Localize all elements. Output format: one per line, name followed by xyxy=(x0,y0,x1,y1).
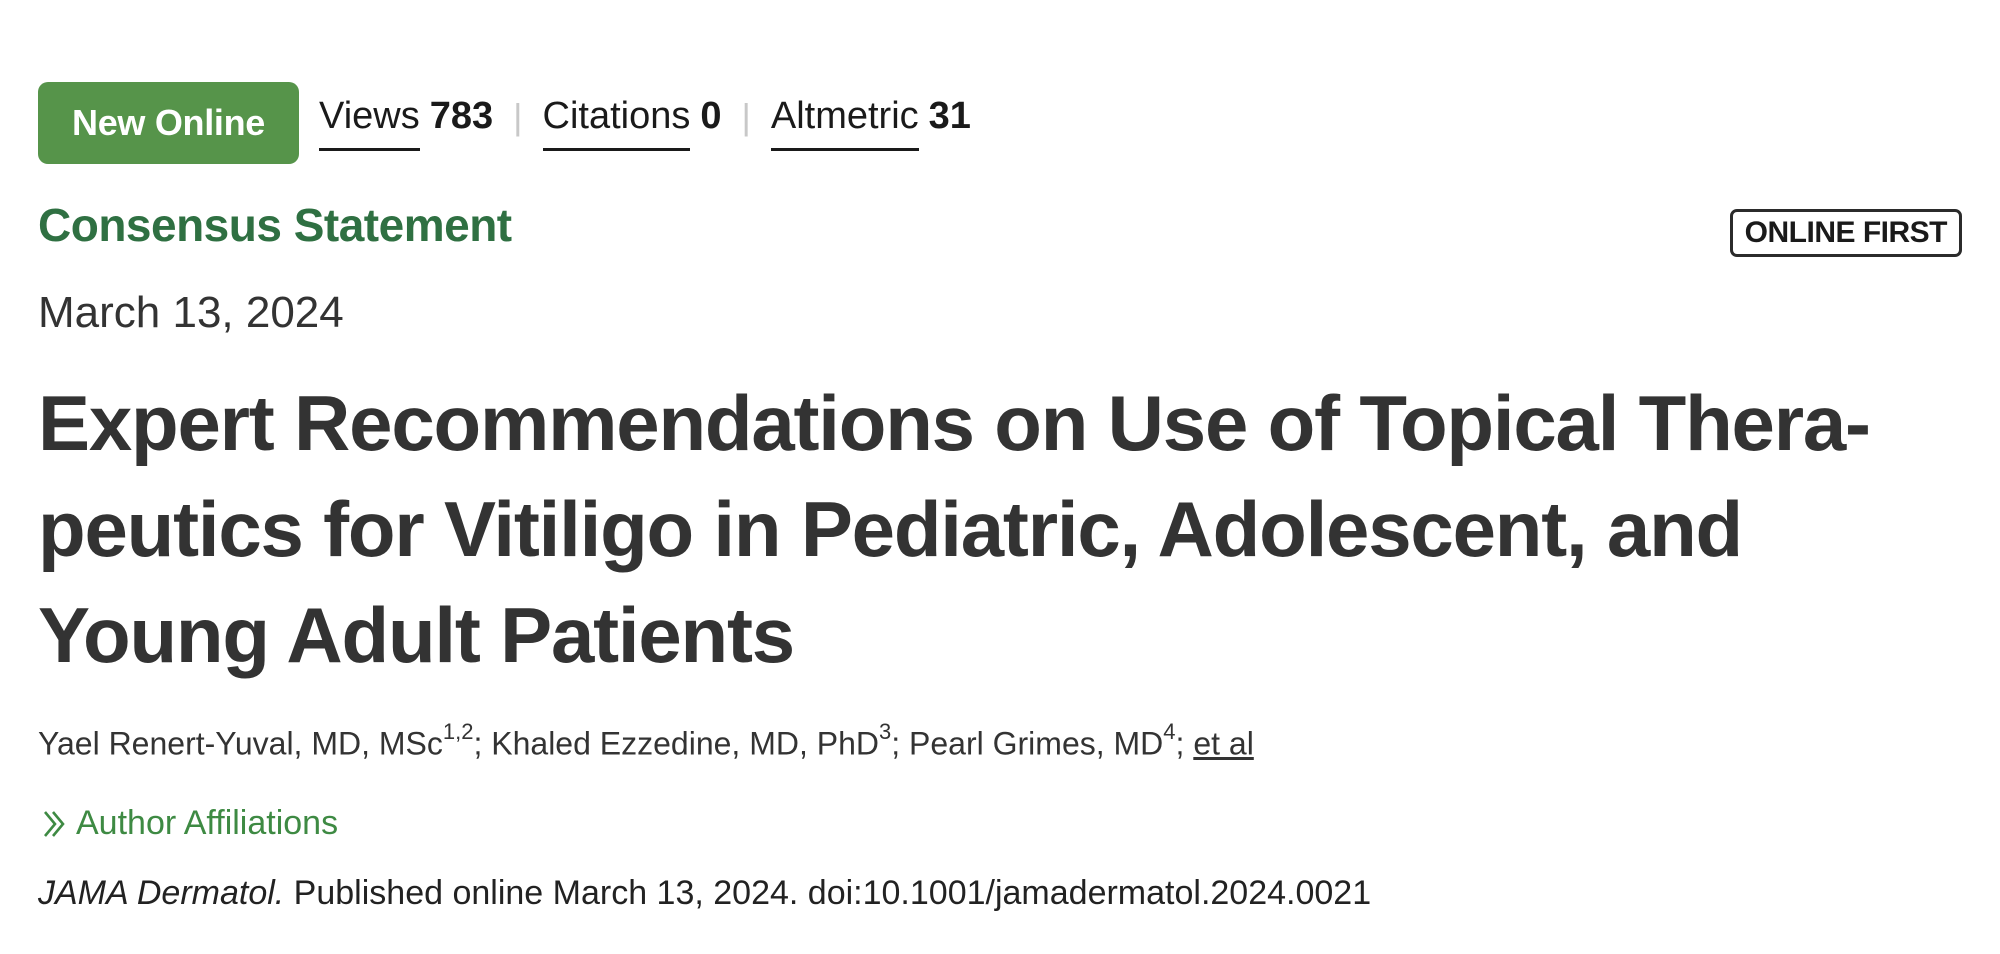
author-affiliation-ref: 3 xyxy=(879,719,892,744)
author-list: Yael Renert-Yuval, MD, MSc1,2; Khaled Ez… xyxy=(38,719,1254,763)
metrics-bar: New Online Views 783 | Citations 0 | Alt… xyxy=(38,82,971,164)
altmetric-label: Altmetric xyxy=(770,95,919,151)
double-chevron-right-icon xyxy=(44,810,65,837)
article-title: Expert Recommendations on Use of Topical… xyxy=(38,370,1962,688)
title-line: Expert Recommendations on Use of Topical… xyxy=(38,379,1871,467)
author-affiliation-ref: 4 xyxy=(1163,719,1176,744)
et-al-link[interactable]: et al xyxy=(1193,725,1254,762)
citations-count: 0 xyxy=(700,95,722,137)
author-affiliations-toggle[interactable]: Author Affiliations xyxy=(42,804,338,843)
altmetric-score: 31 xyxy=(928,95,971,137)
citations-metric[interactable]: Citations 0 xyxy=(542,95,722,151)
citations-label: Citations xyxy=(542,95,691,151)
article-type-link[interactable]: Consensus Statement xyxy=(38,199,512,251)
journal-name: JAMA Dermatol. xyxy=(38,874,285,912)
citation-text: Published online March 13, 2024. doi:10.… xyxy=(284,874,1372,912)
views-count: 783 xyxy=(429,95,494,137)
author-affiliation-ref: 1,2 xyxy=(442,719,474,744)
metric-separator: | xyxy=(513,96,523,137)
author-name: Yael Renert-Yuval, MD, MSc xyxy=(38,725,443,762)
new-online-badge: New Online xyxy=(38,82,300,164)
views-label: Views xyxy=(319,95,420,151)
author-affiliations-label: Author Affiliations xyxy=(76,804,339,842)
metric-separator: | xyxy=(741,96,751,137)
views-metric[interactable]: Views 783 xyxy=(319,95,493,151)
author-separator: ; xyxy=(473,725,492,762)
author-separator: ; xyxy=(1175,725,1194,762)
online-first-badge: ONLINE FIRST xyxy=(1729,209,1962,257)
article-header: New Online Views 783 | Citations 0 | Alt… xyxy=(38,0,1962,954)
altmetric-metric[interactable]: Altmetric 31 xyxy=(770,95,971,151)
author-name: Pearl Grimes, MD xyxy=(909,725,1164,762)
author-separator: ; xyxy=(891,725,910,762)
title-line: Young Adult Patients xyxy=(38,591,795,679)
author-name: Khaled Ezzedine, MD, PhD xyxy=(491,725,879,762)
title-line: peutics for Vitiligo in Pediatric, Adole… xyxy=(38,485,1743,573)
citation-line: JAMA Dermatol. Published online March 13… xyxy=(38,874,1371,913)
publication-date: March 13, 2024 xyxy=(38,288,344,337)
